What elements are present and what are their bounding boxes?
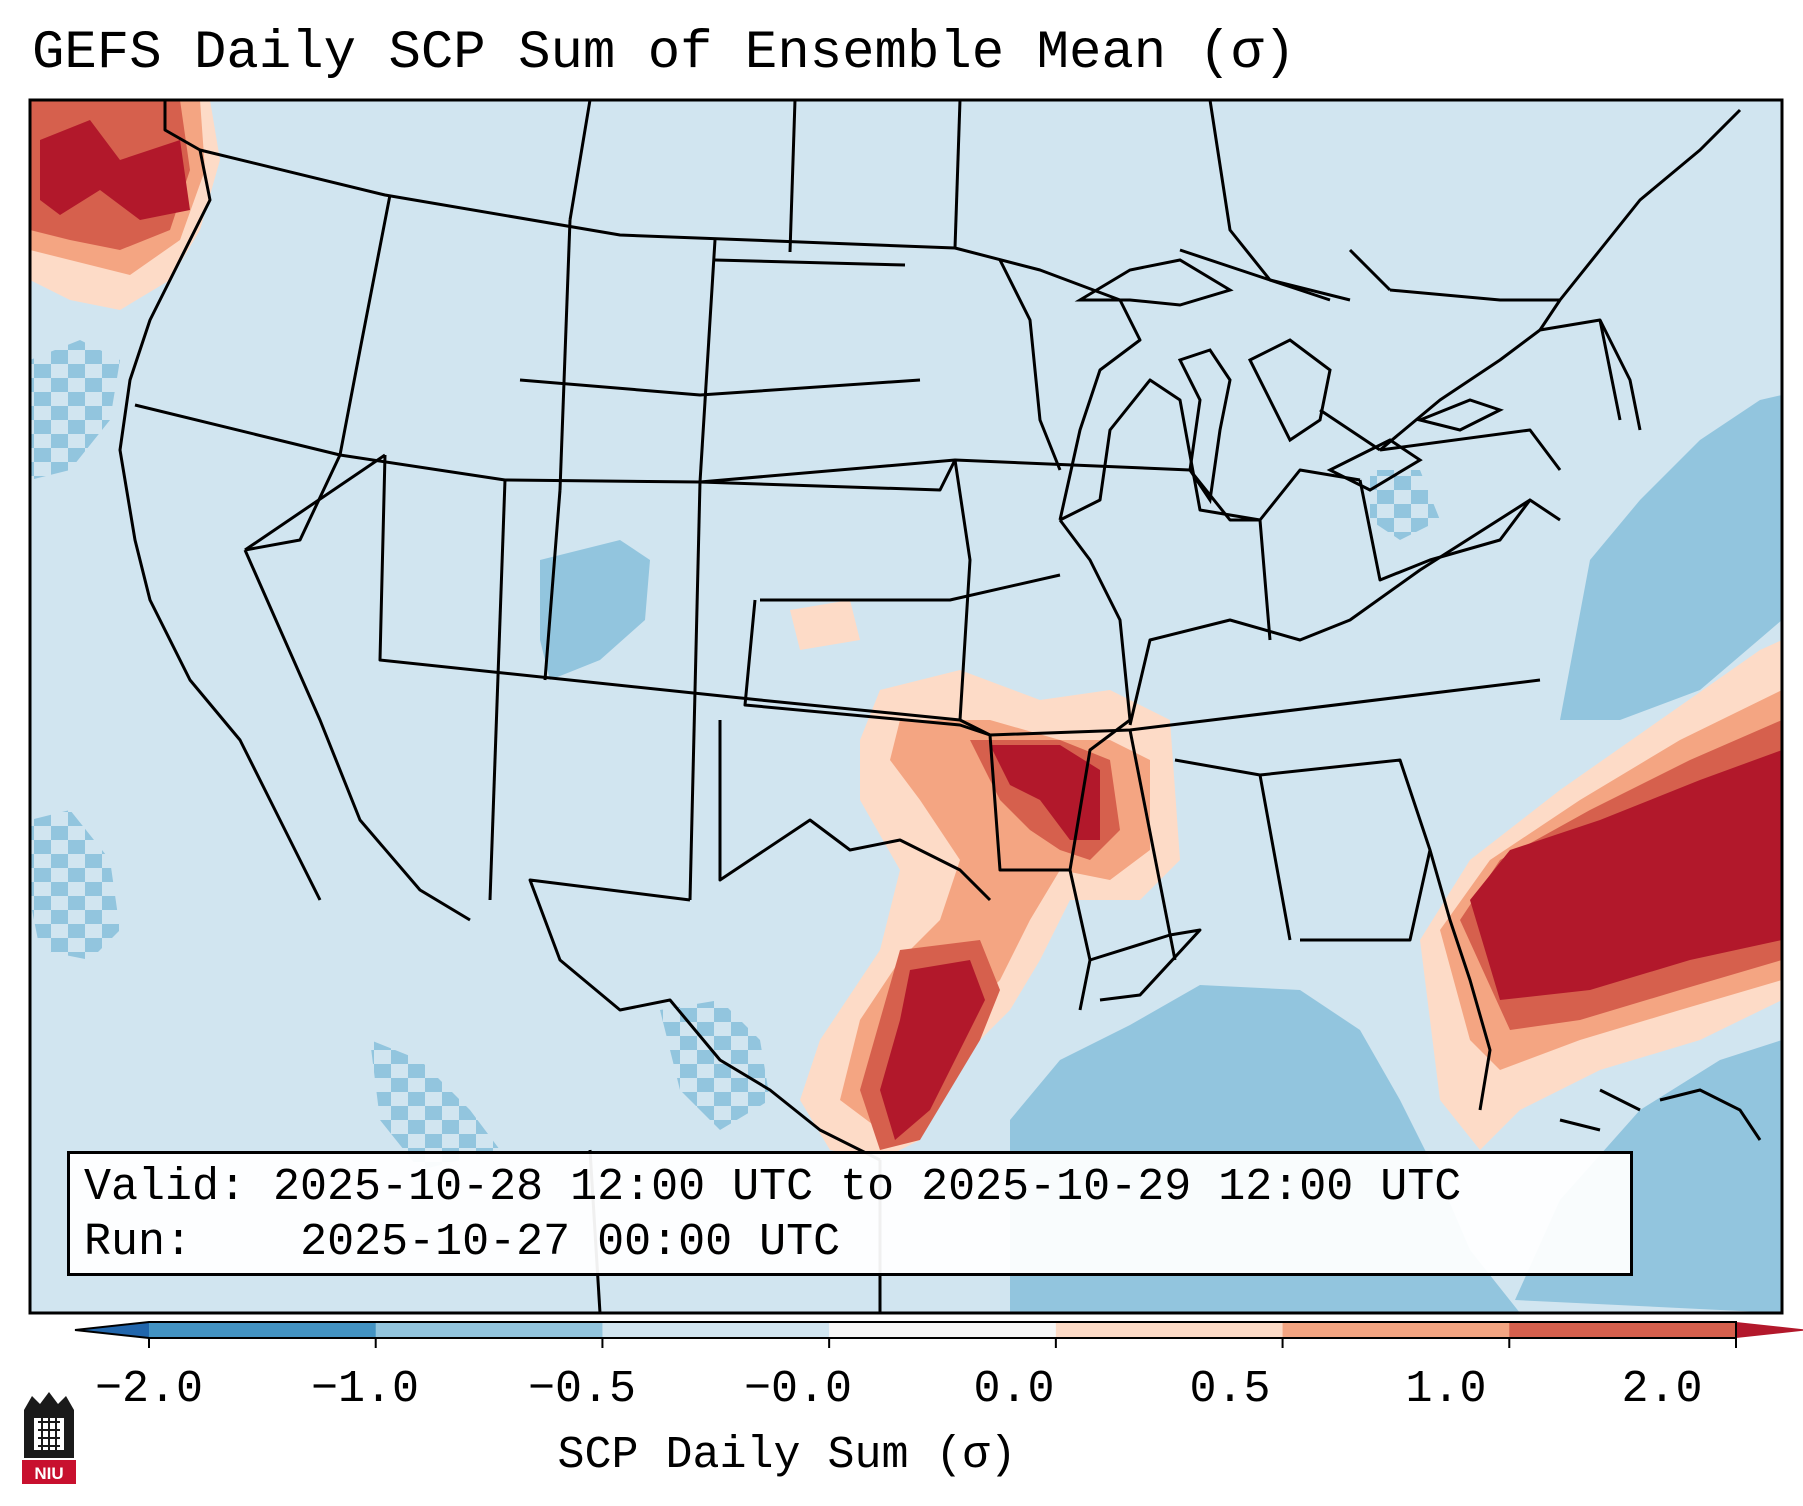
map-field xyxy=(30,100,1782,1313)
colorbar-segment xyxy=(375,1322,603,1338)
state-borders xyxy=(118,100,1742,1313)
map-frame xyxy=(28,98,1784,1315)
colorbar-segment xyxy=(1282,1322,1510,1338)
colorbar-tick-label: 1.0 xyxy=(1405,1364,1487,1415)
run-time: 2025-10-27 00:00 UTC xyxy=(300,1217,841,1268)
colorbar-over-arrow xyxy=(1736,1322,1803,1338)
colorbar-segment xyxy=(602,1322,830,1338)
niu-logo: NIU xyxy=(22,1392,76,1484)
colorbar xyxy=(74,1321,1803,1348)
colorbar-under-arrow xyxy=(75,1322,149,1338)
colorbar-segment xyxy=(1055,1322,1284,1338)
colorbar-tick-label: −0.0 xyxy=(743,1364,853,1415)
map-title: GEFS Daily SCP Sum of Ensemble Mean (σ) xyxy=(32,23,1296,84)
colorbar-title: SCP Daily Sum (σ) xyxy=(557,1430,1017,1481)
colorbar-segment xyxy=(149,1322,377,1338)
svg-text:NIU: NIU xyxy=(34,1464,63,1483)
great-lakes xyxy=(1074,258,1504,505)
colorbar-tick-label: 2.0 xyxy=(1621,1364,1703,1415)
validity-info-box: Valid: 2025-10-28 12:00 UTC to 2025-10-2… xyxy=(67,1151,1633,1276)
colorbar-tick-label: −1.0 xyxy=(310,1364,420,1415)
colorbar-tick-label: −2.0 xyxy=(94,1364,204,1415)
caribbean-islands xyxy=(1559,1088,1762,1141)
run-label: Run: xyxy=(84,1217,193,1268)
colorbar-segment xyxy=(829,1322,1057,1338)
valid-label: Valid: xyxy=(84,1162,247,1213)
gulf-negative-region xyxy=(30,340,1782,1313)
colorbar-tick-label: −0.5 xyxy=(527,1364,637,1415)
atlantic-positive-region xyxy=(1420,640,1782,1150)
south-central-positive-region xyxy=(790,600,1180,1160)
valid-time-range: 2025-10-28 12:00 UTC to 2025-10-29 12:00… xyxy=(273,1162,1462,1213)
colorbar-tick-label: 0.0 xyxy=(973,1364,1055,1415)
pacific-northwest-positive-region xyxy=(30,100,220,310)
colorbar-segment xyxy=(1509,1322,1737,1338)
colorbar-tick-label: 0.5 xyxy=(1189,1364,1271,1415)
